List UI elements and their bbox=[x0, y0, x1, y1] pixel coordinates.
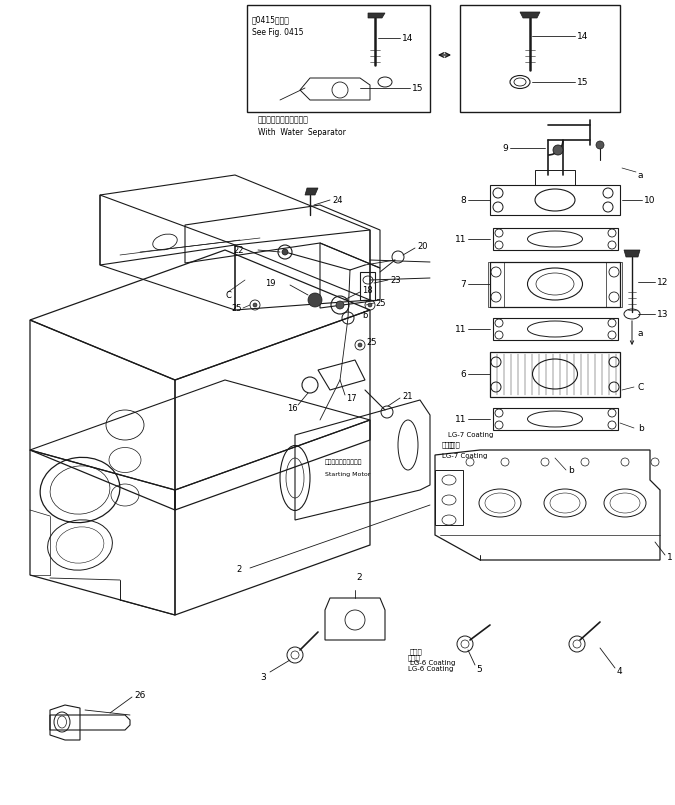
Text: ウォータセパレータ付き: ウォータセパレータ付き bbox=[258, 115, 309, 125]
Text: 8: 8 bbox=[460, 196, 466, 204]
Text: ㄐ0415図参照: ㄐ0415図参照 bbox=[252, 15, 290, 24]
Text: 25: 25 bbox=[366, 337, 377, 346]
Text: 15: 15 bbox=[412, 84, 423, 93]
Text: 14: 14 bbox=[577, 31, 589, 40]
Circle shape bbox=[596, 141, 604, 149]
Text: 22: 22 bbox=[234, 246, 244, 254]
Text: C: C bbox=[225, 291, 231, 299]
Bar bbox=[435, 470, 463, 525]
Text: b: b bbox=[638, 423, 644, 432]
Text: 14: 14 bbox=[402, 34, 413, 43]
Text: Starting Motor: Starting Motor bbox=[325, 472, 371, 477]
Circle shape bbox=[308, 293, 322, 307]
Text: LG-6 Coating: LG-6 Coating bbox=[410, 660, 456, 666]
Text: 3: 3 bbox=[260, 674, 266, 683]
Circle shape bbox=[282, 249, 288, 255]
Bar bbox=[247, 5, 430, 112]
Text: 11: 11 bbox=[454, 415, 466, 423]
Text: 4: 4 bbox=[617, 667, 622, 676]
Text: スターティングモータ: スターティングモータ bbox=[325, 459, 362, 464]
Text: 21: 21 bbox=[402, 391, 412, 401]
Text: LG-7 Coating: LG-7 Coating bbox=[442, 453, 487, 459]
Text: 24: 24 bbox=[332, 196, 342, 204]
Circle shape bbox=[368, 303, 372, 307]
Text: 9: 9 bbox=[502, 143, 508, 152]
Text: See Fig. 0415: See Fig. 0415 bbox=[252, 27, 304, 36]
Text: 26: 26 bbox=[134, 691, 145, 700]
Text: 塗　布: 塗 布 bbox=[442, 442, 455, 448]
Text: a: a bbox=[638, 328, 643, 337]
Text: a: a bbox=[638, 171, 643, 180]
Circle shape bbox=[336, 301, 344, 309]
Text: 7: 7 bbox=[460, 279, 466, 288]
Text: 塗　布: 塗 布 bbox=[408, 654, 421, 661]
Text: 11: 11 bbox=[454, 234, 466, 243]
Text: 5: 5 bbox=[476, 666, 482, 675]
Text: 25: 25 bbox=[232, 303, 242, 312]
Text: 1: 1 bbox=[667, 554, 673, 563]
Text: 13: 13 bbox=[657, 309, 668, 319]
Polygon shape bbox=[368, 13, 385, 18]
Text: 20: 20 bbox=[417, 242, 427, 250]
Text: 12: 12 bbox=[657, 278, 668, 287]
Text: 25: 25 bbox=[375, 299, 385, 308]
Polygon shape bbox=[624, 250, 640, 257]
Bar bbox=[460, 5, 620, 112]
Text: b: b bbox=[568, 465, 574, 474]
Text: 18: 18 bbox=[362, 286, 373, 295]
Circle shape bbox=[358, 343, 362, 347]
Text: b: b bbox=[362, 311, 367, 320]
Text: 17: 17 bbox=[346, 394, 356, 402]
Polygon shape bbox=[520, 12, 540, 18]
Text: 16: 16 bbox=[287, 403, 298, 412]
Text: 6: 6 bbox=[460, 369, 466, 378]
Text: 塗　布: 塗 布 bbox=[448, 442, 461, 448]
Text: LG-6 Coating: LG-6 Coating bbox=[408, 666, 454, 672]
Text: LG-7 Coating: LG-7 Coating bbox=[448, 432, 493, 438]
Text: 10: 10 bbox=[644, 196, 655, 204]
Text: 23: 23 bbox=[390, 275, 401, 284]
Circle shape bbox=[553, 145, 563, 155]
Text: 11: 11 bbox=[454, 324, 466, 333]
Circle shape bbox=[253, 303, 257, 307]
Text: 15: 15 bbox=[577, 77, 589, 86]
Polygon shape bbox=[305, 188, 318, 195]
Text: With  Water  Separator: With Water Separator bbox=[258, 127, 346, 137]
Text: C: C bbox=[638, 382, 644, 391]
Text: 19: 19 bbox=[265, 279, 276, 287]
Text: 2: 2 bbox=[237, 565, 242, 575]
Text: 塗　布: 塗 布 bbox=[410, 649, 423, 655]
Text: 2: 2 bbox=[356, 573, 362, 583]
